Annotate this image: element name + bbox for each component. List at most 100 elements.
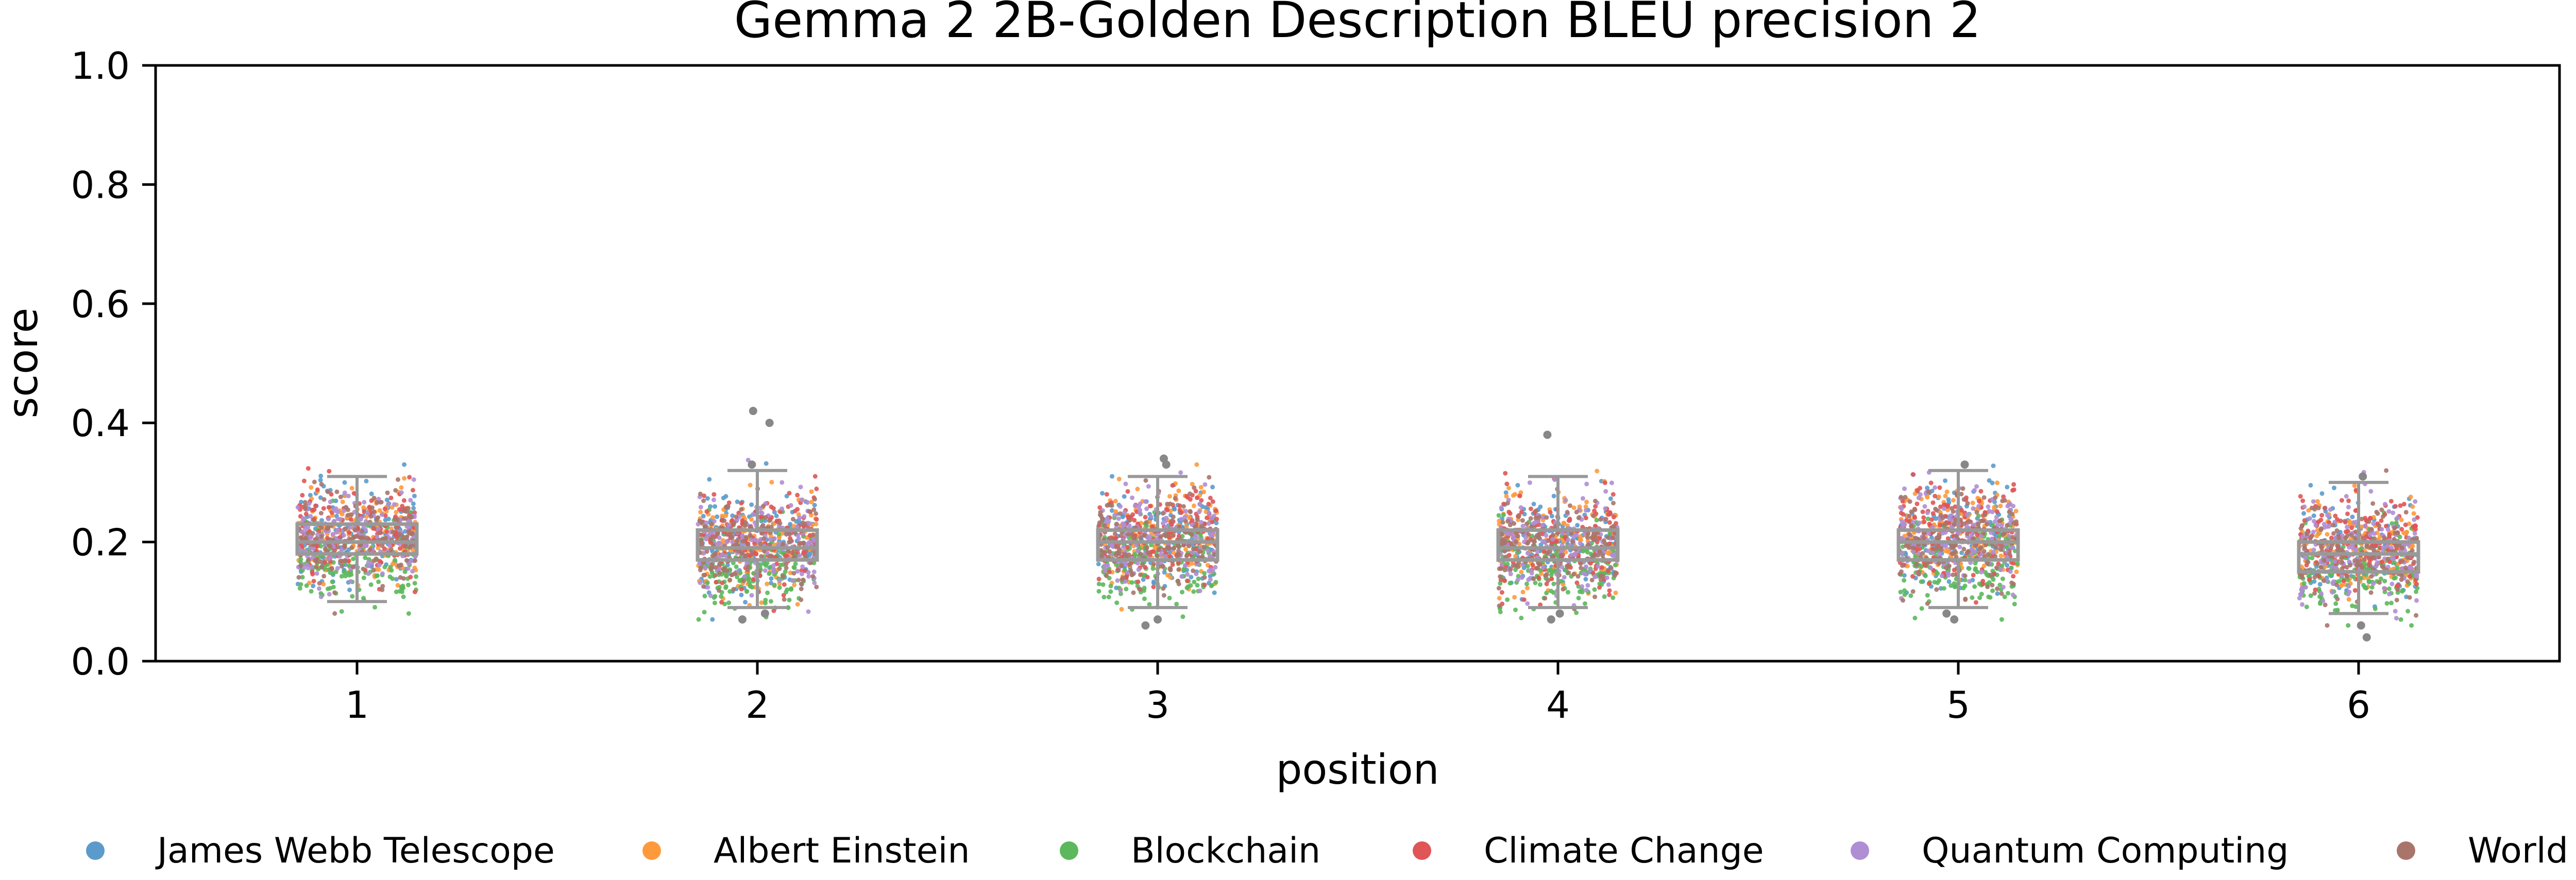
strip-point bbox=[1151, 580, 1156, 585]
strip-point bbox=[772, 510, 777, 515]
strip-point bbox=[1497, 596, 1502, 601]
strip-point bbox=[403, 509, 408, 514]
strip-point bbox=[1177, 503, 1182, 508]
strip-point bbox=[1161, 593, 1166, 598]
strip-point bbox=[1144, 545, 1149, 550]
strip-point bbox=[765, 581, 770, 586]
strip-point bbox=[2364, 585, 2369, 591]
strip-point bbox=[300, 493, 305, 498]
strip-point bbox=[1500, 520, 1505, 525]
strip-point bbox=[1177, 552, 1182, 557]
strip-point bbox=[403, 516, 409, 521]
strip-point bbox=[372, 605, 378, 610]
strip-point bbox=[1509, 542, 1514, 547]
strip-point bbox=[1116, 568, 1121, 573]
strip-point bbox=[1536, 535, 1541, 540]
strip-point bbox=[761, 536, 767, 541]
strip-point bbox=[698, 510, 703, 515]
strip-point bbox=[2411, 511, 2416, 516]
strip-point bbox=[326, 516, 331, 522]
strip-point bbox=[1525, 564, 1530, 569]
strip-point bbox=[1929, 517, 1935, 522]
strip-point bbox=[1599, 565, 1604, 570]
strip-point bbox=[371, 495, 377, 501]
strip-point bbox=[2302, 518, 2307, 523]
strip-point bbox=[400, 504, 405, 509]
strip-point bbox=[748, 524, 753, 529]
strip-point bbox=[741, 578, 747, 583]
strip-point bbox=[1991, 463, 1996, 469]
strip-point bbox=[698, 538, 703, 543]
strip-point bbox=[1974, 510, 1979, 515]
strip-point bbox=[1602, 480, 1607, 486]
outlier-point bbox=[760, 609, 769, 618]
strip-point bbox=[1566, 537, 1571, 542]
strip-point bbox=[1126, 552, 1131, 557]
strip-point bbox=[303, 506, 308, 511]
strip-point bbox=[749, 593, 754, 598]
strip-point bbox=[745, 457, 751, 462]
strip-point bbox=[329, 566, 334, 572]
strip-point bbox=[1208, 495, 1213, 501]
strip-point bbox=[358, 535, 363, 540]
strip-point bbox=[1502, 536, 1507, 541]
strip-point bbox=[318, 478, 323, 483]
strip-point bbox=[1117, 511, 1123, 516]
strip-point bbox=[298, 582, 303, 587]
strip-point bbox=[727, 577, 733, 582]
strip-point bbox=[1977, 547, 1982, 552]
strip-point bbox=[2317, 582, 2323, 587]
strip-point bbox=[1101, 595, 1107, 600]
strip-point bbox=[312, 507, 317, 512]
strip-point bbox=[1937, 485, 1942, 490]
strip-point bbox=[1102, 523, 1107, 528]
strip-point bbox=[1508, 566, 1513, 572]
strip-point bbox=[1504, 481, 1510, 487]
strip-point bbox=[1129, 580, 1134, 585]
strip-point bbox=[1116, 516, 1121, 521]
strip-point bbox=[314, 571, 319, 576]
strip-point bbox=[1196, 576, 1201, 581]
strip-point bbox=[2012, 601, 2017, 607]
strip-point bbox=[1605, 550, 1611, 556]
strip-point bbox=[395, 583, 400, 588]
strip-point bbox=[1168, 566, 1173, 571]
strip-point bbox=[1967, 566, 1972, 571]
strip-point bbox=[1172, 507, 1177, 512]
strip-point bbox=[712, 600, 717, 606]
strip-point bbox=[412, 581, 417, 586]
strip-point bbox=[334, 489, 340, 494]
strip-point bbox=[802, 514, 807, 519]
strip-point bbox=[731, 560, 736, 565]
strip-point bbox=[727, 589, 733, 594]
strip-point bbox=[1176, 488, 1181, 493]
strip-point bbox=[321, 574, 327, 579]
strip-point bbox=[749, 502, 754, 507]
strip-point bbox=[1192, 579, 1197, 584]
strip-point bbox=[711, 492, 717, 497]
strip-point bbox=[1608, 496, 1613, 501]
strip-point bbox=[701, 498, 706, 504]
strip-point bbox=[1917, 520, 1922, 525]
strip-point bbox=[2408, 494, 2413, 499]
strip-point bbox=[809, 499, 814, 505]
strip-point bbox=[726, 523, 732, 528]
strip-point bbox=[1540, 523, 1545, 528]
strip-point bbox=[2300, 498, 2306, 503]
strip-point bbox=[701, 584, 706, 589]
strip-point bbox=[1498, 574, 1503, 579]
strip-point bbox=[1986, 504, 1991, 509]
strip-point bbox=[1206, 548, 1211, 553]
strip-point bbox=[742, 574, 747, 579]
strip-point bbox=[332, 590, 337, 595]
strip-point bbox=[1613, 570, 1618, 575]
strip-point bbox=[1965, 549, 1971, 555]
strip-point bbox=[807, 509, 812, 514]
strip-point bbox=[715, 531, 720, 537]
outlier-point bbox=[1960, 460, 1969, 469]
strip-point bbox=[2397, 534, 2402, 540]
strip-point bbox=[298, 548, 303, 553]
strip-point bbox=[327, 592, 332, 597]
outlier-point bbox=[1555, 609, 1564, 618]
strip-point bbox=[1205, 515, 1210, 521]
